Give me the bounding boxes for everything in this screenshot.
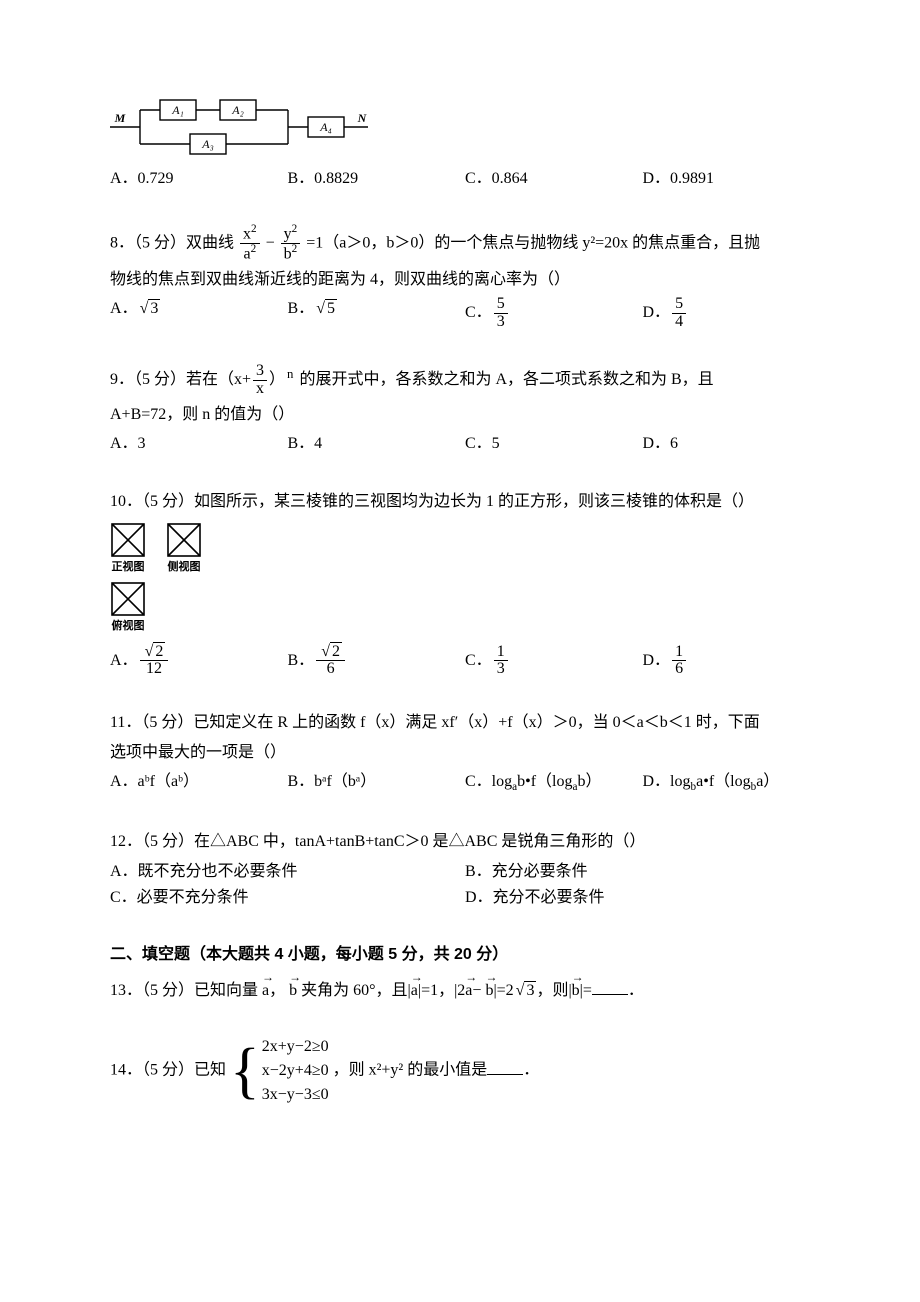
q8-opt-a: A．3 <box>110 296 288 331</box>
vector-b: b <box>289 978 297 1004</box>
q8-opt-d: D．54 <box>643 296 821 331</box>
q11-l2: 选项中最大的一项是（） <box>110 740 820 766</box>
q9-opt-b: B．4 <box>288 431 466 457</box>
q10-opt-b: B．26 <box>288 644 466 679</box>
question-13: 13．（5 分）已知向量 a， b 夹角为 60°，且|a|=1，|2a− b|… <box>110 978 820 1004</box>
q12-options: A．既不充分也不必要条件 B．充分必要条件 C．必要不充分条件 D．充分不必要条… <box>110 859 820 910</box>
q11-opt-a: A．aᵇf（aᵇ） <box>110 769 288 797</box>
circuit-diagram: M A₁ A₂ A₃ A₄ N <box>110 96 820 158</box>
svg-text:A₃: A₃ <box>201 137 214 151</box>
q8-opt-c: C．53 <box>465 296 643 331</box>
q10-opt-c: C．13 <box>465 644 643 679</box>
q7-opt-a: A．0.729 <box>110 166 288 192</box>
q13-blank <box>592 980 628 994</box>
q11-l1: 11．（5 分）已知定义在 R 上的函数 f（x）满足 xf′（x）+f（x）＞… <box>110 710 820 736</box>
section-2-heading: 二、填空题（本大题共 4 小题，每小题 5 分，共 20 分） <box>110 942 820 968</box>
svg-text:A₄: A₄ <box>319 120 332 134</box>
svg-text:A₁: A₁ <box>171 103 184 117</box>
q11-options: A．aᵇf（aᵇ） B．bᵃf（bᵃ） C．logab•f（logab） D．l… <box>110 769 820 797</box>
q12-text: 12．（5 分）在△ABC 中，tanA+tanB+tanC＞0 是△ABC 是… <box>110 829 820 855</box>
q11-opt-d: D．logba•f（logba） <box>643 769 821 797</box>
svg-text:N: N <box>357 111 368 125</box>
q9-opt-c: C．5 <box>465 431 643 457</box>
q7-opt-d: D．0.9891 <box>643 166 821 192</box>
q8-frac2: y2b2 <box>281 224 301 263</box>
inequality-system: { 2x+y−2≥0 x−2y+4≥0 3x−y−3≤0 <box>230 1035 329 1107</box>
q9-options: A．3 B．4 C．5 D．6 <box>110 431 820 457</box>
q12-opt-a: A．既不充分也不必要条件 <box>110 859 465 885</box>
q12-opt-d: D．充分不必要条件 <box>465 885 820 911</box>
vector-a: a <box>262 978 269 1004</box>
svg-text:M: M <box>114 111 126 125</box>
view-side: 侧视图 <box>166 522 202 577</box>
q7-opt-b: B．0.8829 <box>288 166 466 192</box>
q10-opt-d: D．16 <box>643 644 821 679</box>
q8-frac1: x2a2 <box>240 224 260 263</box>
q8-options: A．3 B．5 C．53 D．54 <box>110 296 820 331</box>
q7-opt-c: C．0.864 <box>465 166 643 192</box>
q10-options: A．212 B．26 C．13 D．16 <box>110 644 820 679</box>
q10-opt-a: A．212 <box>110 644 288 679</box>
q9-line2: A+B=72，则 n 的值为（） <box>110 402 820 428</box>
question-12: 12．（5 分）在△ABC 中，tanA+tanB+tanC＞0 是△ABC 是… <box>110 829 820 910</box>
q9-opt-a: A．3 <box>110 431 288 457</box>
view-front: 正视图 <box>110 522 146 577</box>
q11-opt-b: B．bᵃf（bᵃ） <box>288 769 466 797</box>
q8-line2: 物线的焦点到双曲线渐近线的距离为 4，则双曲线的离心率为（） <box>110 267 820 293</box>
question-7-fragment: M A₁ A₂ A₃ A₄ N A．0.729 B．0.8829 C．0.864… <box>110 96 820 192</box>
q9-opt-d: D．6 <box>643 431 821 457</box>
question-14: 14．（5 分）已知 { 2x+y−2≥0 x−2y+4≥0 3x−y−3≤0 … <box>110 1035 820 1107</box>
q10-text: 10．（5 分）如图所示，某三棱锥的三视图均为边长为 1 的正方形，则该三棱锥的… <box>110 489 820 515</box>
q9-pre: 9．（5 分）若在（x+ <box>110 371 251 388</box>
question-8: 8．（5 分）双曲线 x2a2 − y2b2 =1（a＞0，b＞0）的一个焦点与… <box>110 224 820 331</box>
q7-options: A．0.729 B．0.8829 C．0.864 D．0.9891 <box>110 166 820 192</box>
q8-opt-b: B．5 <box>288 296 466 331</box>
q12-opt-c: C．必要不充分条件 <box>110 885 465 911</box>
q11-opt-c: C．logab•f（logab） <box>465 769 643 797</box>
q8-eqtail: =1（a＞0，b＞0）的一个焦点与抛物线 y²=20x 的焦点重合，且抛 <box>306 234 760 251</box>
q12-opt-b: B．充分必要条件 <box>465 859 820 885</box>
three-views: 正视图 侧视图 俯视图 <box>110 522 820 635</box>
question-9: 9．（5 分）若在（x+3x）n的展开式中，各系数之和为 A，各二项式系数之和为… <box>110 363 820 457</box>
svg-text:A₂: A₂ <box>231 103 244 117</box>
view-top: 俯视图 <box>110 581 146 636</box>
question-11: 11．（5 分）已知定义在 R 上的函数 f（x）满足 xf′（x）+f（x）＞… <box>110 710 820 797</box>
q14-blank <box>487 1061 523 1075</box>
question-10: 10．（5 分）如图所示，某三棱锥的三视图均为边长为 1 的正方形，则该三棱锥的… <box>110 489 820 678</box>
q8-num: 8．（5 分）双曲线 <box>110 234 234 251</box>
